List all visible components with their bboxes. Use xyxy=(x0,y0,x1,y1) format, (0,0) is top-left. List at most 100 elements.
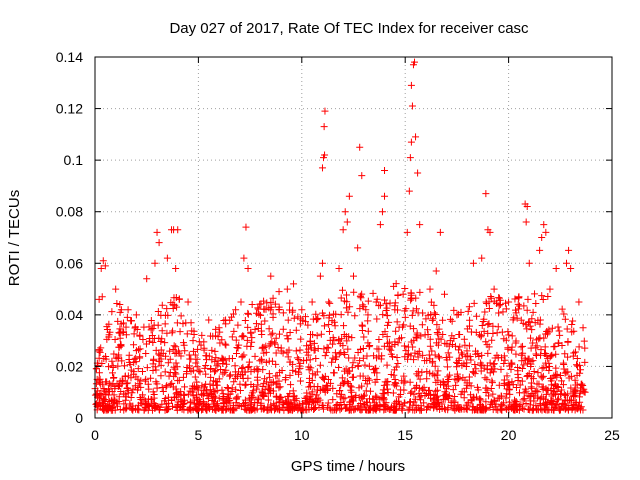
data-point xyxy=(346,303,354,311)
data-point xyxy=(291,403,299,411)
data-point xyxy=(400,386,408,394)
data-point xyxy=(500,379,508,387)
data-point xyxy=(553,382,561,390)
data-point xyxy=(153,384,161,392)
data-point xyxy=(223,360,231,368)
data-point xyxy=(273,393,281,401)
data-point xyxy=(196,368,204,376)
data-point xyxy=(559,359,567,367)
data-point xyxy=(208,405,216,413)
data-point xyxy=(356,143,364,151)
data-point xyxy=(410,356,418,364)
data-point xyxy=(205,316,213,324)
data-point xyxy=(581,388,589,396)
data-point xyxy=(407,389,415,397)
data-point xyxy=(172,359,180,367)
data-point xyxy=(228,333,236,341)
data-point xyxy=(316,361,324,369)
data-point xyxy=(345,192,353,200)
data-point xyxy=(211,347,219,355)
data-point xyxy=(464,401,472,409)
data-point xyxy=(112,285,120,293)
data-point xyxy=(482,384,490,392)
data-point xyxy=(309,315,317,323)
data-point xyxy=(173,402,181,410)
data-point xyxy=(546,363,554,371)
data-point xyxy=(446,315,454,323)
data-point xyxy=(502,336,510,344)
data-point xyxy=(175,295,183,303)
data-point xyxy=(142,349,150,357)
data-point xyxy=(308,298,316,306)
data-point xyxy=(338,374,346,382)
data-point xyxy=(281,376,289,384)
data-point xyxy=(123,313,131,321)
data-point xyxy=(348,364,356,372)
data-point xyxy=(136,345,144,353)
data-point xyxy=(498,328,506,336)
data-point xyxy=(149,338,157,346)
data-point xyxy=(307,364,315,372)
data-point xyxy=(216,328,224,336)
data-point xyxy=(416,221,424,229)
data-point xyxy=(287,406,295,414)
data-point xyxy=(215,394,223,402)
data-point xyxy=(208,356,216,364)
data-point xyxy=(304,351,312,359)
data-point xyxy=(207,373,215,381)
data-point xyxy=(157,346,165,354)
data-point xyxy=(239,332,247,340)
data-point xyxy=(105,320,113,328)
data-point xyxy=(163,254,171,262)
data-point xyxy=(384,385,392,393)
data-point xyxy=(292,326,300,334)
data-point xyxy=(243,336,251,344)
data-point xyxy=(161,368,169,376)
data-point xyxy=(329,396,337,404)
data-point xyxy=(145,385,153,393)
data-point xyxy=(411,349,419,357)
data-point xyxy=(114,317,122,325)
data-point xyxy=(168,379,176,387)
data-point xyxy=(358,172,366,180)
data-point xyxy=(295,355,303,363)
data-point xyxy=(325,298,333,306)
data-point xyxy=(458,388,466,396)
data-point xyxy=(514,367,522,375)
data-point xyxy=(430,309,438,317)
data-point xyxy=(431,372,439,380)
data-point xyxy=(170,394,178,402)
data-point xyxy=(573,355,581,363)
data-point xyxy=(426,342,434,350)
data-point xyxy=(495,294,503,302)
data-point xyxy=(296,320,304,328)
data-point xyxy=(401,284,409,292)
data-point xyxy=(101,388,109,396)
data-point xyxy=(362,387,370,395)
data-point xyxy=(556,331,564,339)
data-point xyxy=(284,353,292,361)
data-point xyxy=(365,343,373,351)
data-point xyxy=(189,337,197,345)
data-point xyxy=(110,373,118,381)
data-point xyxy=(472,347,480,355)
data-point xyxy=(391,306,399,314)
data-point xyxy=(329,354,337,362)
data-point xyxy=(158,301,166,309)
data-point xyxy=(232,386,240,394)
data-point xyxy=(495,309,503,317)
data-point xyxy=(341,208,349,216)
data-point xyxy=(247,368,255,376)
data-point xyxy=(218,386,226,394)
data-point xyxy=(115,343,123,351)
data-point xyxy=(471,370,479,378)
data-point xyxy=(557,390,565,398)
data-point xyxy=(570,401,578,409)
data-point xyxy=(356,357,364,365)
data-point xyxy=(336,393,344,401)
data-point xyxy=(543,401,551,409)
data-point xyxy=(97,344,105,352)
data-point xyxy=(523,203,531,211)
data-point xyxy=(481,308,489,316)
data-point xyxy=(135,346,143,354)
